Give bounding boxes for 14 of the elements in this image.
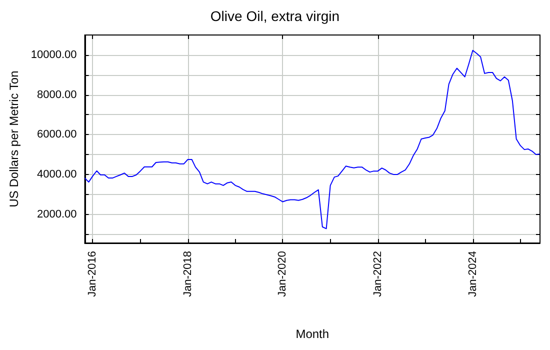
y-tick-label: 6000.00 [37, 128, 77, 141]
x-tick-label: Jan-2022 [372, 251, 384, 297]
x-tick-label: Jan-2016 [86, 251, 99, 297]
chart-title: Olive Oil, extra virgin [210, 8, 340, 24]
y-tick-label: 10000.00 [30, 48, 77, 61]
x-tick-label: Jan-2024 [466, 251, 479, 297]
line-series [84, 50, 540, 230]
x-tick-label: Jan-2020 [276, 251, 289, 297]
y-tick-label: 8000.00 [37, 88, 77, 101]
x-axis-title: Month [296, 327, 330, 341]
y-tick-label: 2000.00 [37, 208, 77, 220]
y-axis-title: US Dollars per Metric Ton [7, 70, 21, 208]
y-tick-label: 4000.00 [37, 168, 77, 180]
x-tick-label: Jan-2018 [182, 251, 194, 297]
